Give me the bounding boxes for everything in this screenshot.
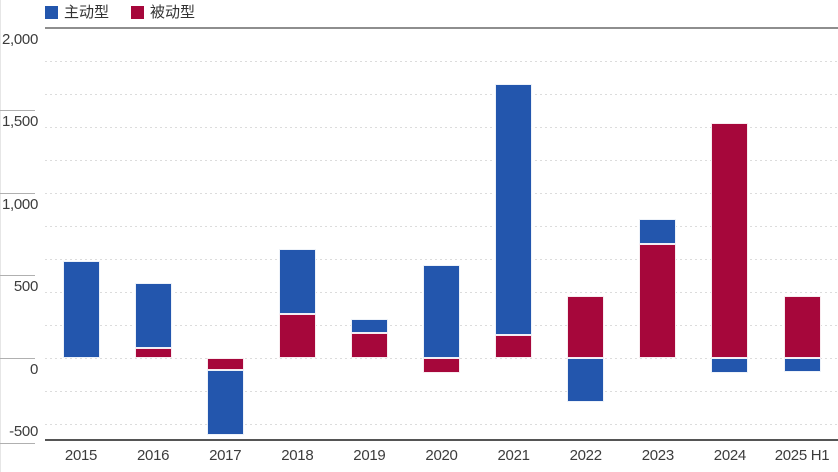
- y-gridline-800: [45, 225, 838, 227]
- y-gridline--200: [45, 390, 838, 392]
- x-axis-label-2015: 2015: [64, 447, 98, 464]
- y-gridline-600: [45, 258, 838, 260]
- bar-2024-passive[interactable]: [711, 122, 749, 358]
- y-axis-tick-1000: [0, 192, 35, 194]
- bar-2016-active[interactable]: [134, 283, 172, 348]
- y-gridline--400: [45, 423, 838, 425]
- legend-swatch-active-icon: [45, 6, 58, 19]
- y-axis-tick--500: [0, 443, 35, 444]
- x-axis-label-2024: 2024: [713, 447, 746, 464]
- y-gridline-1600: [45, 93, 838, 95]
- x-axis-label-2019: 2019: [353, 447, 386, 464]
- y-axis-label-0: 0: [29, 360, 38, 378]
- x-axis-label-2022: 2022: [569, 447, 602, 464]
- x-axis-line: [45, 439, 838, 441]
- bar-2020-active[interactable]: [423, 264, 460, 358]
- bar-2022-active[interactable]: [567, 357, 605, 403]
- bar-2016-passive[interactable]: [134, 347, 172, 358]
- chart-legend: 主动型 被动型: [45, 5, 195, 20]
- bar-2017-passive[interactable]: [206, 357, 244, 370]
- bar-2025-h1-active[interactable]: [783, 357, 821, 373]
- y-axis-label-1000: 1,000: [1, 195, 38, 213]
- y-axis-label--500: -500: [9, 423, 38, 440]
- bar-2018-active[interactable]: [278, 248, 316, 314]
- legend-swatch-passive-icon: [131, 6, 145, 19]
- y-axis-label-2000: 2,000: [1, 31, 38, 48]
- x-axis-label-2025-h1: 2025 H1: [774, 447, 830, 464]
- y-gridline-1200: [45, 159, 838, 161]
- plot-top-border: [45, 27, 838, 29]
- legend-label-passive: 被动型: [150, 4, 196, 21]
- legend-item-passive[interactable]: 被动型: [131, 5, 195, 20]
- y-axis-label-1500: 1,500: [1, 113, 38, 131]
- x-axis-label-2018: 2018: [281, 447, 314, 464]
- bar-2022-passive[interactable]: [567, 295, 605, 358]
- x-axis-label-2021: 2021: [497, 447, 530, 464]
- bar-2018-passive[interactable]: [278, 313, 316, 358]
- bar-2019-active[interactable]: [350, 318, 388, 333]
- bar-2023-active[interactable]: [639, 219, 677, 244]
- y-axis-tick-0: [0, 357, 35, 359]
- y-axis-tick-500: [0, 275, 35, 277]
- bar-2020-passive[interactable]: [423, 357, 460, 374]
- y-axis-tick-1500: [0, 110, 35, 112]
- bar-2019-passive[interactable]: [350, 332, 388, 358]
- x-axis-label-2020: 2020: [425, 447, 458, 464]
- y-gridline-1800: [45, 61, 838, 62]
- bar-2025-h1-passive[interactable]: [783, 295, 821, 358]
- legend-label-active: 主动型: [64, 4, 110, 21]
- bar-2015-active[interactable]: [62, 261, 100, 358]
- bar-2023-passive[interactable]: [639, 243, 677, 358]
- x-axis-label-2016: 2016: [137, 447, 170, 464]
- y-gridline-1000: [45, 192, 838, 194]
- chart-left-border: [0, 0, 1, 472]
- bar-2021-active[interactable]: [495, 84, 533, 335]
- y-axis-label-500: 500: [13, 278, 38, 296]
- y-gridline-1400: [45, 126, 838, 128]
- bar-2024-active[interactable]: [711, 357, 749, 374]
- bar-2021-passive[interactable]: [495, 334, 533, 358]
- x-axis-label-2017: 2017: [209, 447, 242, 464]
- legend-item-active[interactable]: 主动型: [45, 5, 109, 20]
- bar-2017-active[interactable]: [206, 370, 244, 436]
- x-axis-label-2023: 2023: [641, 447, 674, 464]
